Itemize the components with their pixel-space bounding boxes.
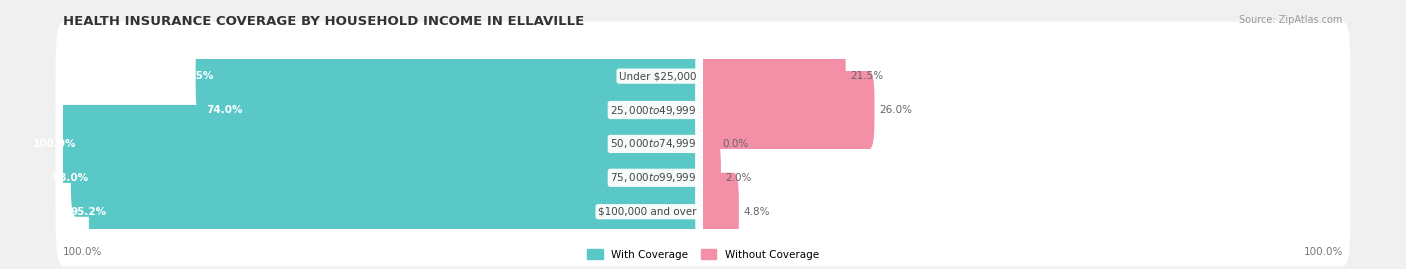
FancyBboxPatch shape — [89, 173, 709, 251]
Text: 2.0%: 2.0% — [725, 173, 752, 183]
Text: 4.8%: 4.8% — [744, 207, 770, 217]
Text: 100.0%: 100.0% — [32, 139, 76, 149]
FancyBboxPatch shape — [696, 89, 1350, 199]
Text: $50,000 to $74,999: $50,000 to $74,999 — [610, 137, 696, 150]
Text: $75,000 to $99,999: $75,000 to $99,999 — [610, 171, 696, 184]
Text: 100.0%: 100.0% — [63, 247, 103, 257]
Text: 78.5%: 78.5% — [177, 71, 214, 81]
FancyBboxPatch shape — [56, 22, 710, 131]
Text: 98.0%: 98.0% — [53, 173, 89, 183]
Legend: With Coverage, Without Coverage: With Coverage, Without Coverage — [583, 245, 823, 264]
Text: 21.5%: 21.5% — [851, 71, 883, 81]
FancyBboxPatch shape — [697, 71, 875, 149]
Text: Source: ZipAtlas.com: Source: ZipAtlas.com — [1239, 15, 1343, 25]
FancyBboxPatch shape — [697, 173, 738, 251]
Text: 74.0%: 74.0% — [205, 105, 242, 115]
FancyBboxPatch shape — [696, 157, 1350, 266]
FancyBboxPatch shape — [70, 139, 709, 217]
Text: $100,000 and over: $100,000 and over — [598, 207, 696, 217]
FancyBboxPatch shape — [696, 55, 1350, 165]
Text: 0.0%: 0.0% — [723, 139, 748, 149]
Text: HEALTH INSURANCE COVERAGE BY HOUSEHOLD INCOME IN ELLAVILLE: HEALTH INSURANCE COVERAGE BY HOUSEHOLD I… — [63, 15, 585, 28]
Text: 26.0%: 26.0% — [879, 105, 912, 115]
FancyBboxPatch shape — [225, 71, 709, 149]
Text: 95.2%: 95.2% — [70, 207, 107, 217]
Text: $25,000 to $49,999: $25,000 to $49,999 — [610, 104, 696, 116]
FancyBboxPatch shape — [697, 37, 845, 115]
FancyBboxPatch shape — [56, 89, 710, 199]
FancyBboxPatch shape — [56, 123, 710, 232]
FancyBboxPatch shape — [56, 157, 710, 266]
FancyBboxPatch shape — [58, 105, 709, 183]
FancyBboxPatch shape — [697, 139, 721, 217]
FancyBboxPatch shape — [195, 37, 709, 115]
FancyBboxPatch shape — [56, 55, 710, 165]
Text: 100.0%: 100.0% — [1303, 247, 1343, 257]
FancyBboxPatch shape — [696, 123, 1350, 232]
FancyBboxPatch shape — [696, 22, 1350, 131]
Text: Under $25,000: Under $25,000 — [619, 71, 696, 81]
